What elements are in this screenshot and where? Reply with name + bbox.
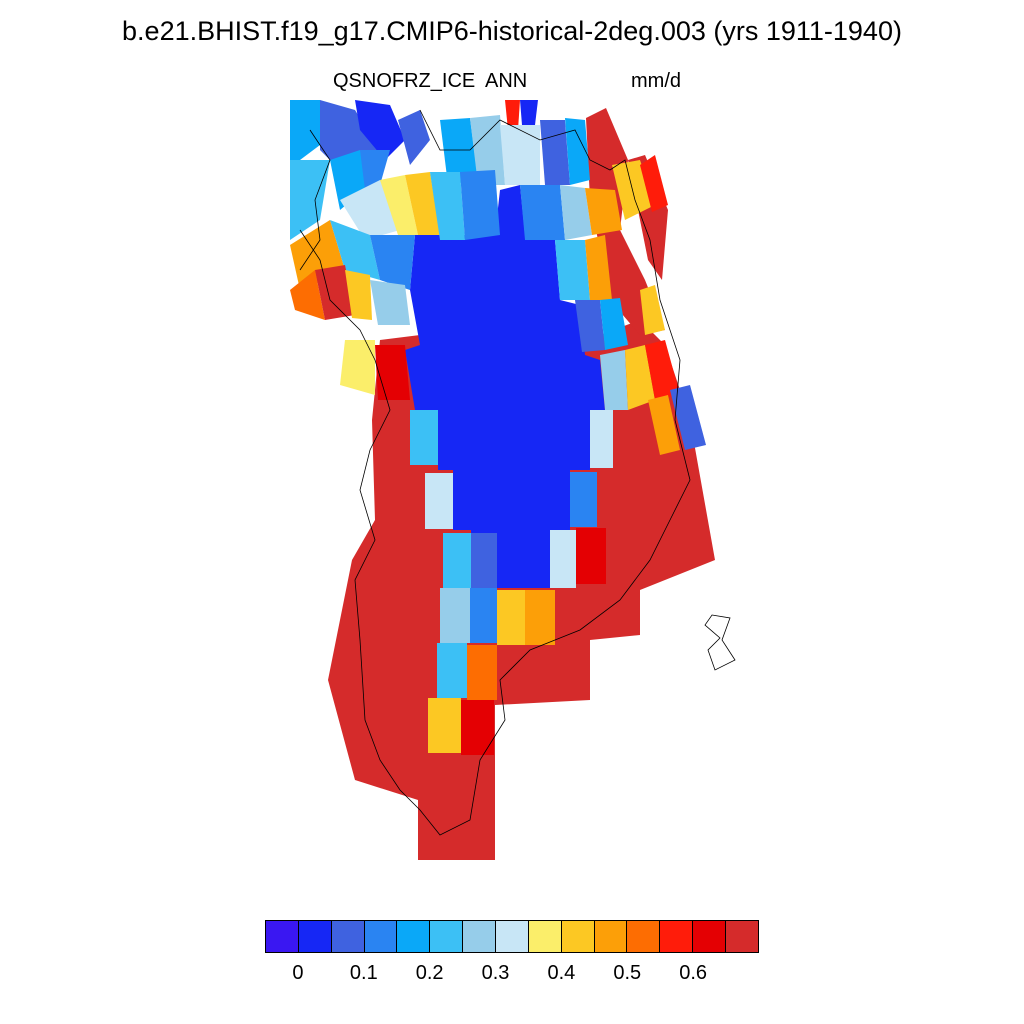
colorbar-box [627, 921, 661, 952]
colorbar-tick-label: 0.4 [547, 962, 576, 984]
colorbar-box [397, 921, 431, 952]
units-label: mm/d [631, 70, 681, 92]
ice-interior-region [405, 185, 605, 588]
nw-cells [290, 100, 706, 455]
colorbar-box [364, 921, 398, 952]
colorbar-tick-label: 0.5 [613, 962, 642, 984]
season-label: ANN [485, 70, 528, 92]
colorbar-box [561, 921, 595, 952]
colorbar-box [266, 921, 299, 952]
colorbar [265, 920, 759, 953]
colorbar-tick-label: 0 [292, 962, 304, 984]
coastline [299, 109, 691, 836]
colorbar-tick-label: 0.6 [679, 962, 708, 984]
colorbar-tick-label: 0.1 [349, 962, 378, 984]
colorbar-box [463, 921, 497, 952]
colorbar-tick-label: 0.2 [415, 962, 444, 984]
colorbar-box [660, 921, 694, 952]
colorbar-box [496, 921, 529, 952]
colorbar-box [331, 921, 365, 952]
colorbar-tick-label: 0.3 [481, 962, 510, 984]
colorbar-box [430, 921, 464, 952]
variable-label: QSNOFRZ_ICE [333, 70, 476, 92]
colorbar-box [594, 921, 628, 952]
south-cells [410, 410, 613, 755]
plot-title: b.e21.BHIST.f19_g17.CMIP6-historical-2de… [122, 16, 902, 46]
colorbar-box [726, 921, 758, 952]
colorbar-box [693, 921, 727, 952]
small-island [704, 614, 736, 671]
colorbar-box [528, 921, 562, 952]
colorbar-box [298, 921, 332, 952]
